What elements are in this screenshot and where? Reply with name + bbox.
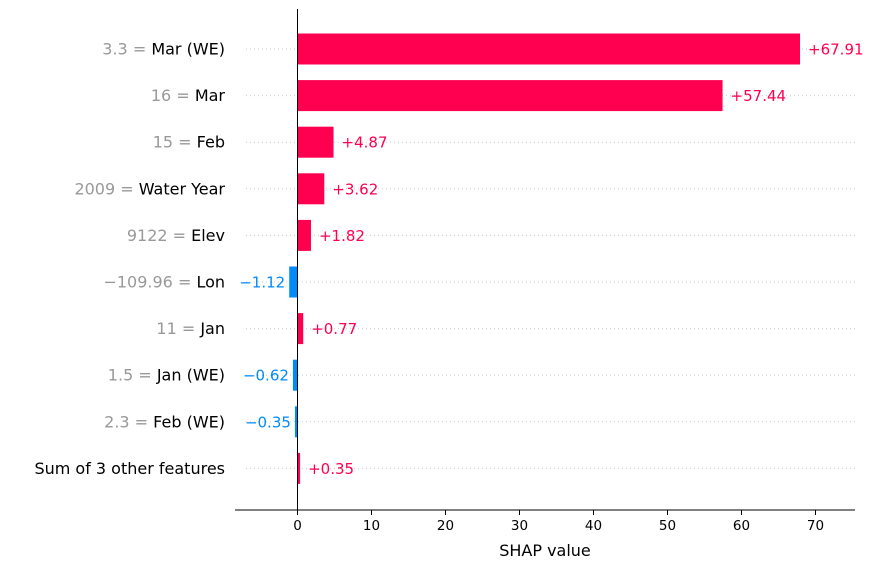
feature-name: Jan xyxy=(199,319,225,338)
feature-name: Sum of 3 other features xyxy=(34,459,225,478)
feature-name: Mar xyxy=(195,86,226,105)
feature-label: Sum of 3 other features xyxy=(34,459,225,478)
feature-label: 15 = Feb xyxy=(153,133,225,152)
feature-value: 1.5 = xyxy=(108,366,157,385)
feature-name: Feb xyxy=(197,133,225,152)
feature-label: 9122 = Elev xyxy=(127,226,225,245)
bar-value-label: +0.77 xyxy=(311,320,357,338)
feature-value: 2009 = xyxy=(74,179,138,198)
bars xyxy=(289,33,801,484)
feature-label: 3.3 = Mar (WE) xyxy=(102,40,225,59)
feature-label: 1.5 = Jan (WE) xyxy=(108,366,225,385)
feature-value: 11 = xyxy=(156,319,200,338)
feature-label: 16 = Mar xyxy=(151,86,226,105)
feature-label: −109.96 = Lon xyxy=(103,273,225,292)
bar-4 xyxy=(297,219,311,251)
feature-value: 3.3 = xyxy=(102,40,151,59)
bar-value-label: −0.62 xyxy=(243,367,289,385)
x-tick-label: 60 xyxy=(733,518,750,534)
bar-1 xyxy=(297,80,723,112)
bar-9 xyxy=(297,452,301,484)
bar-value-label: +1.82 xyxy=(319,227,365,245)
bar-8 xyxy=(294,406,298,438)
feature-value: 16 = xyxy=(151,86,195,105)
feature-name: Jan (WE) xyxy=(156,366,225,385)
bar-6 xyxy=(297,313,304,345)
x-tick-label: 30 xyxy=(511,518,528,534)
feature-label: 11 = Jan xyxy=(156,319,225,338)
bar-0 xyxy=(297,33,801,65)
bar-value-label: +0.35 xyxy=(308,460,354,478)
feature-name: Feb (WE) xyxy=(153,412,225,431)
x-tick-label: 70 xyxy=(807,518,824,534)
feature-name: Elev xyxy=(191,226,225,245)
bar-value-label: +3.62 xyxy=(332,180,378,198)
bar-value-labels: +67.91 +57.44 +4.87 +3.62 +1.82 −1.12 +0.77 −0.… xyxy=(239,41,863,478)
bar-value-label: −0.35 xyxy=(245,413,291,431)
feature-name: Mar (WE) xyxy=(151,40,225,59)
bar-value-label: +57.44 xyxy=(731,87,787,105)
x-axis: 0 10 20 30 40 50 60 70 xyxy=(235,509,855,534)
grid-lines xyxy=(246,48,855,469)
feature-name: Water Year xyxy=(139,179,226,198)
feature-label: 2009 = Water Year xyxy=(74,179,225,198)
bar-7 xyxy=(292,359,298,391)
bar-5 xyxy=(289,266,298,298)
x-tick-label: 0 xyxy=(293,518,302,534)
feature-name: Lon xyxy=(196,273,225,292)
x-axis-title: SHAP value xyxy=(499,541,591,560)
x-tick-label: 50 xyxy=(659,518,676,534)
bar-3 xyxy=(297,173,325,205)
feature-label: 2.3 = Feb (WE) xyxy=(104,412,225,431)
feature-value: 15 = xyxy=(153,133,197,152)
x-tick-label: 20 xyxy=(437,518,454,534)
bar-value-label: +67.91 xyxy=(808,41,864,59)
x-tick-label: 10 xyxy=(363,518,380,534)
feature-value: −109.96 = xyxy=(103,273,196,292)
feature-value: 9122 = xyxy=(127,226,191,245)
x-tick-label: 40 xyxy=(585,518,602,534)
bar-2 xyxy=(297,126,334,158)
bar-value-label: −1.12 xyxy=(239,274,285,292)
feature-value: 2.3 = xyxy=(104,412,153,431)
bar-value-label: +4.87 xyxy=(342,134,388,152)
feature-labels: 3.3 = Mar (WE) 16 = Mar 15 = Feb 2009 = Wat… xyxy=(34,40,225,478)
